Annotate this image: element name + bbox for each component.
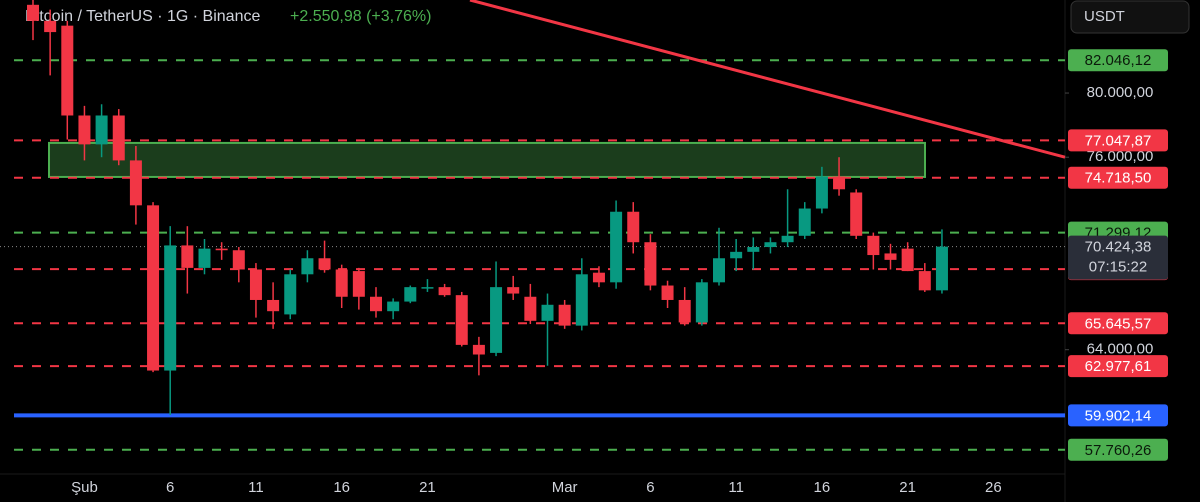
x-tick-label: 6 <box>166 479 174 496</box>
x-tick-label: 6 <box>646 479 654 496</box>
y-tick-label: 76.000,00 <box>1087 148 1154 165</box>
candle-body <box>61 25 74 116</box>
level-label-box <box>1068 404 1168 427</box>
candle-body <box>27 4 39 21</box>
zone <box>48 141 926 178</box>
level-label-box <box>1068 438 1168 461</box>
countdown: 07:15:22 <box>1089 259 1147 276</box>
candle-body <box>404 287 417 302</box>
candle-body <box>541 304 554 321</box>
currency-button[interactable] <box>1070 0 1190 34</box>
last-price-box <box>1068 235 1168 280</box>
candle-body <box>284 274 297 315</box>
candle-body <box>781 235 794 243</box>
level-label: 77.047,87 <box>1085 132 1152 149</box>
level-label: 62.977,61 <box>1085 358 1152 375</box>
candle-body <box>181 245 194 268</box>
candle-body <box>575 274 588 326</box>
x-tick-label: 11 <box>728 479 744 496</box>
candle-body <box>867 235 880 256</box>
candle-body <box>44 20 57 33</box>
candle-body <box>507 287 520 294</box>
level-label-box <box>1068 166 1168 189</box>
y-tick-label: 64.000,00 <box>1087 341 1154 358</box>
candle-body <box>592 272 605 283</box>
candle-body <box>798 208 811 236</box>
candle-body <box>884 253 897 260</box>
candle-body <box>490 287 503 353</box>
candle-body <box>164 245 177 371</box>
candle-body <box>335 269 348 297</box>
candle-body <box>455 295 468 345</box>
level-label: 57.760,26 <box>1085 442 1152 459</box>
candle-body <box>387 301 400 312</box>
candle-body <box>301 258 314 275</box>
candle-body <box>815 176 828 209</box>
candle-body <box>747 247 760 252</box>
candle-body <box>215 248 228 251</box>
candle-body <box>730 251 743 259</box>
candle-body <box>95 115 108 145</box>
candle-body <box>678 299 691 323</box>
candle-body <box>850 192 863 236</box>
candle-body <box>352 271 365 297</box>
candle-body <box>695 282 708 323</box>
level-label: 65.645,57 <box>1085 315 1152 332</box>
level-label: 82.046,12 <box>1085 52 1152 69</box>
chart-title: Bitcoin / TetherUS · 1G · Binance <box>25 8 260 25</box>
candle-body <box>147 205 160 371</box>
last-price-label: 70.424,38 <box>1085 239 1152 256</box>
level-label: 59.902,14 <box>1085 407 1152 424</box>
candle-body <box>644 242 657 286</box>
x-tick-label: Mar <box>552 479 578 496</box>
candle-body <box>901 248 914 272</box>
x-tick-label: Şub <box>71 479 98 496</box>
candle-body <box>524 296 537 321</box>
x-tick-label: 11 <box>248 479 264 496</box>
candle-body <box>558 304 571 326</box>
price-change: +2.550,98 (+3,76%) <box>290 8 431 25</box>
y-tick-label: 80.000,00 <box>1087 84 1154 101</box>
candle-body <box>764 242 777 248</box>
candle-body <box>249 269 262 300</box>
candle-body <box>198 248 211 268</box>
x-tick-label: 26 <box>985 479 1002 496</box>
candle-body <box>833 176 846 190</box>
candle-body <box>370 296 382 312</box>
level-label: 74.718,50 <box>1085 170 1152 187</box>
candle-body <box>438 287 451 296</box>
candle-body <box>472 344 485 355</box>
candle-body <box>713 258 725 283</box>
candle-body <box>78 115 91 145</box>
candle-body <box>232 250 245 270</box>
candle-body <box>267 299 280 312</box>
x-tick-label: 16 <box>333 479 350 496</box>
x-tick-label: 21 <box>419 479 436 496</box>
x-tick-label: 16 <box>814 479 831 496</box>
x-tick-label: 21 <box>899 479 916 496</box>
candle-body <box>918 271 931 291</box>
level-label-box <box>1068 129 1168 152</box>
candle-body <box>421 287 434 289</box>
candle-body <box>129 160 142 206</box>
candle-body <box>610 211 623 283</box>
candle-body <box>318 258 331 270</box>
candle-body <box>935 246 948 291</box>
candle-body <box>627 211 640 243</box>
level-label-box <box>1068 49 1168 72</box>
candle-body <box>661 285 674 300</box>
candle-body <box>112 115 125 161</box>
level-label-box <box>1068 355 1168 378</box>
trendline <box>469 0 1066 159</box>
level-label-box <box>1068 312 1168 335</box>
currency-label[interactable]: USDT <box>1084 8 1125 25</box>
